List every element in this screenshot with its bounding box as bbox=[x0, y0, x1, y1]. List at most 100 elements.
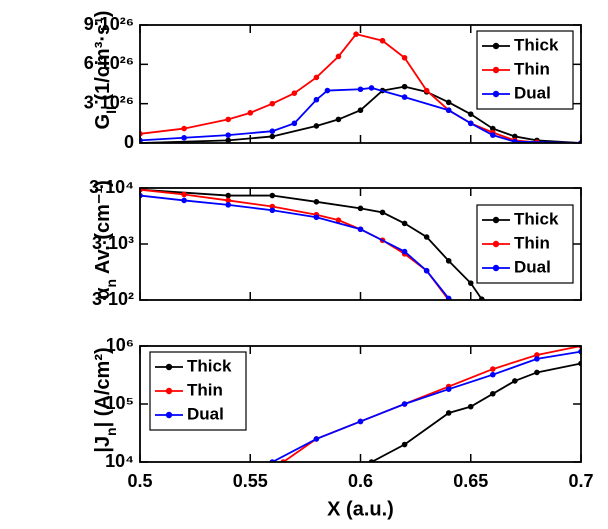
marker bbox=[467, 120, 474, 127]
legend-marker bbox=[165, 387, 173, 395]
marker bbox=[512, 378, 518, 384]
x-tick-label: 0.55 bbox=[233, 471, 268, 491]
marker bbox=[357, 226, 364, 233]
y-label-sub: n bbox=[103, 279, 119, 288]
line bbox=[282, 346, 581, 462]
legend-marker bbox=[165, 363, 173, 371]
legend-marker bbox=[492, 42, 500, 50]
marker bbox=[313, 436, 320, 442]
marker bbox=[291, 120, 298, 127]
marker bbox=[379, 209, 386, 216]
marker bbox=[313, 74, 320, 81]
y-tick-label: 3·10³ bbox=[92, 233, 134, 253]
marker bbox=[335, 53, 342, 60]
marker bbox=[225, 137, 231, 143]
marker bbox=[324, 87, 331, 94]
marker bbox=[181, 191, 187, 198]
y-tick-label: 10⁵ bbox=[106, 393, 134, 413]
marker bbox=[445, 99, 452, 106]
marker bbox=[490, 371, 496, 378]
marker bbox=[401, 83, 408, 90]
y-tick-label: 10⁶ bbox=[106, 335, 134, 355]
line bbox=[140, 33, 581, 143]
x-tick-label: 0.5 bbox=[127, 471, 152, 491]
marker bbox=[467, 403, 474, 410]
y-label-rest: (1/cm³·s¹) bbox=[92, 11, 114, 107]
legend-label: Thin bbox=[187, 380, 223, 399]
legend-label: Dual bbox=[514, 257, 551, 276]
marker bbox=[445, 107, 452, 114]
marker bbox=[379, 37, 386, 44]
marker bbox=[181, 134, 187, 141]
marker bbox=[181, 125, 187, 132]
marker bbox=[401, 54, 408, 61]
legend-marker bbox=[492, 264, 500, 272]
marker bbox=[313, 199, 320, 205]
marker bbox=[490, 390, 496, 397]
marker bbox=[534, 356, 540, 362]
y-tick-label: 10⁴ bbox=[105, 451, 134, 471]
x-tick-label: 0.6 bbox=[348, 471, 373, 491]
y-tick-label: 3·10² bbox=[92, 289, 134, 309]
marker bbox=[512, 138, 518, 143]
x-tick-label: 0.65 bbox=[453, 471, 488, 491]
y-tick-label: 9·10²⁶ bbox=[84, 14, 134, 34]
marker bbox=[490, 125, 496, 132]
legend-label: Thick bbox=[514, 209, 559, 228]
marker bbox=[313, 96, 320, 103]
marker bbox=[357, 205, 364, 212]
y-label-rest: Av. (cm⁻¹) bbox=[92, 180, 114, 279]
marker bbox=[335, 116, 342, 123]
line bbox=[371, 362, 581, 462]
marker bbox=[357, 418, 364, 425]
legend-label: Dual bbox=[187, 404, 224, 423]
x-tick-label: 0.7 bbox=[568, 471, 593, 491]
marker bbox=[401, 220, 408, 227]
legend-label: Thick bbox=[187, 356, 232, 375]
y-axis-label: |Jn| (A/cm²) bbox=[92, 347, 118, 452]
legend-marker bbox=[492, 240, 500, 248]
marker bbox=[181, 197, 187, 204]
y-label-main: G bbox=[92, 114, 114, 130]
marker bbox=[291, 90, 298, 96]
axes-frame bbox=[139, 345, 582, 463]
y-tick-label: 3·10⁴ bbox=[89, 177, 134, 197]
marker bbox=[490, 132, 496, 138]
line bbox=[140, 188, 483, 300]
y-label-main: |J bbox=[92, 436, 114, 453]
marker bbox=[357, 86, 364, 93]
axes-frame bbox=[139, 24, 582, 144]
marker bbox=[534, 352, 540, 358]
x-axis-label: X (a.u.) bbox=[327, 498, 394, 520]
marker bbox=[269, 192, 276, 199]
legend-marker bbox=[165, 411, 173, 419]
y-label-sub: n bbox=[103, 427, 119, 436]
marker bbox=[368, 85, 375, 91]
marker bbox=[534, 369, 540, 376]
marker bbox=[269, 100, 276, 107]
marker bbox=[490, 366, 496, 372]
y-axis-label: αn Av. (cm⁻¹) bbox=[92, 180, 118, 300]
legend-label: Thick bbox=[514, 35, 559, 54]
marker bbox=[269, 128, 276, 134]
marker bbox=[313, 214, 320, 221]
marker bbox=[401, 441, 408, 448]
marker bbox=[401, 248, 408, 255]
marker bbox=[357, 107, 364, 114]
marker bbox=[225, 116, 231, 123]
marker bbox=[467, 111, 474, 117]
marker bbox=[269, 207, 276, 214]
marker bbox=[423, 234, 430, 240]
marker bbox=[225, 192, 231, 199]
marker bbox=[225, 132, 231, 138]
y-tick-label: 3·10²⁶ bbox=[84, 92, 134, 112]
y-axis-label: GII (1/cm³·s¹) bbox=[92, 11, 118, 130]
y-label-sub: II bbox=[103, 106, 119, 114]
marker bbox=[335, 217, 342, 223]
y-label-rest: | (A/cm²) bbox=[92, 347, 114, 427]
marker bbox=[401, 94, 408, 100]
line bbox=[140, 188, 450, 300]
y-tick-label: 0 bbox=[124, 132, 134, 152]
plot bbox=[140, 31, 581, 143]
